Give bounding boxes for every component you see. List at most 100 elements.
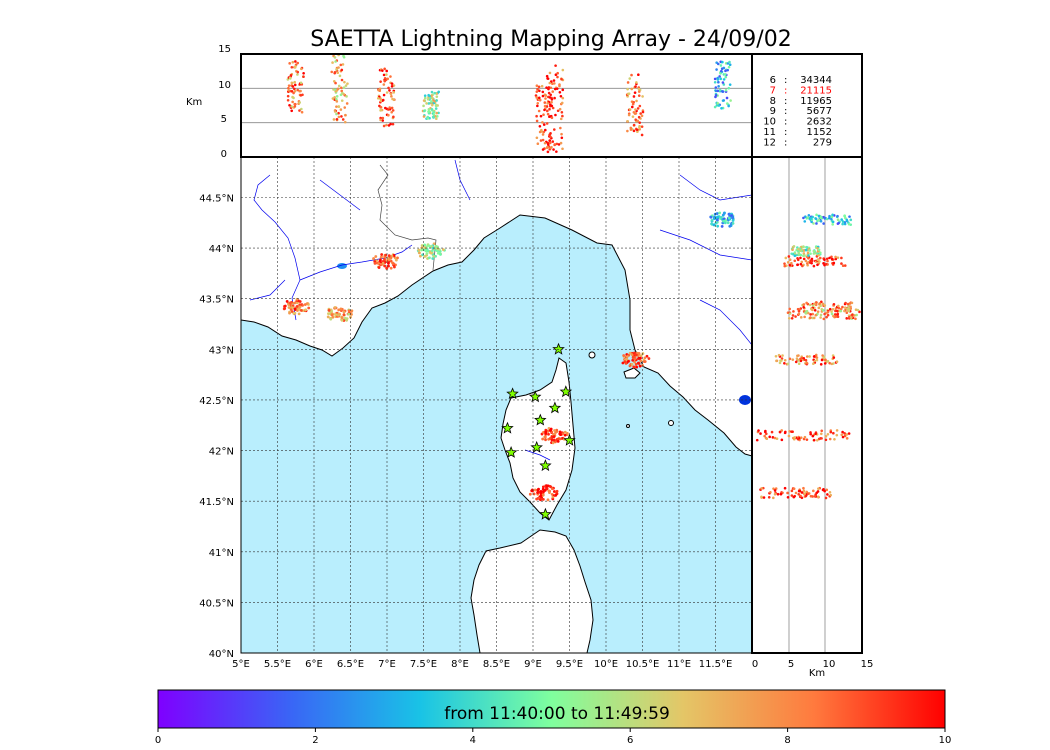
altitude-source-point <box>335 105 338 108</box>
altitude-source-point <box>293 89 297 93</box>
side-source-point <box>815 438 819 442</box>
side-panel-frame <box>751 156 863 654</box>
altitude-source-point <box>535 84 539 88</box>
altitude-source-point <box>427 102 431 105</box>
side-source-point <box>805 362 809 365</box>
side-source-point <box>835 360 839 363</box>
lightning-source-point <box>547 427 551 430</box>
altitude-source-point <box>430 90 434 94</box>
lightning-source-point <box>426 249 430 253</box>
side-lightning-clusters <box>755 213 861 500</box>
altitude-source-point <box>427 110 430 113</box>
lightning-source-point <box>298 300 302 303</box>
altitude-source-point <box>425 102 428 105</box>
altitude-source-point <box>386 113 390 117</box>
altitude-source-point <box>637 94 641 97</box>
altitude-source-point <box>641 110 645 114</box>
lightning-source-point <box>303 303 307 306</box>
side-source-point <box>854 308 858 312</box>
lightning-source-point <box>719 216 723 219</box>
altitude-source-point <box>556 71 559 75</box>
side-source-point <box>841 222 844 226</box>
altitude-source-point <box>545 109 549 113</box>
lightning-source-point <box>630 362 634 366</box>
side-source-point <box>849 218 853 222</box>
source-count-separator: : <box>784 75 787 86</box>
altitude-source-point <box>333 95 336 99</box>
side-source-point <box>786 362 790 366</box>
map-lightning-clusters <box>282 211 735 502</box>
side-source-point <box>802 245 805 249</box>
altitude-source-point <box>550 104 554 108</box>
side-source-point <box>846 307 850 310</box>
side-source-point <box>814 217 818 221</box>
source-count-separator: : <box>784 117 787 128</box>
side-source-point <box>773 436 777 440</box>
altitude-source-point <box>290 109 294 113</box>
altitude-source-point <box>640 125 644 128</box>
side-source-point <box>794 491 798 495</box>
latitude-tick-label: 44.5°N <box>199 193 234 204</box>
side-source-point <box>797 359 800 362</box>
side-source-point <box>807 256 810 260</box>
altitude-source-point <box>343 106 347 109</box>
altitude-source-point <box>551 140 555 143</box>
lightning-source-point <box>631 358 635 362</box>
altitude-source-point <box>301 93 304 97</box>
latitude-tick-label: 40°N <box>209 649 234 660</box>
altitude-source-point <box>288 77 292 80</box>
side-source-point <box>797 309 801 313</box>
altitude-source-point <box>434 107 438 110</box>
lightning-source-point <box>643 356 647 360</box>
lightning-source-point <box>622 354 626 357</box>
altitude-source-point <box>549 86 553 90</box>
altitude-source-point <box>385 91 389 94</box>
side-source-point <box>790 261 793 265</box>
side-source-point <box>792 245 796 248</box>
lightning-source-point <box>633 357 637 361</box>
side-source-point <box>793 436 797 439</box>
side-source-point <box>840 256 843 260</box>
altitude-source-point <box>383 79 387 83</box>
side-source-point <box>812 222 815 225</box>
source-count-label: 10 <box>763 117 776 128</box>
altitude-source-point <box>296 88 300 92</box>
side-source-point <box>843 216 847 220</box>
altitude-source-point <box>383 76 387 80</box>
side-source-point <box>813 359 817 363</box>
lightning-source-point <box>728 224 732 228</box>
altitude-source-point <box>336 87 340 91</box>
side-source-point <box>788 307 791 311</box>
side-source-point <box>828 361 831 365</box>
lightning-source-point <box>546 498 550 502</box>
altitude-source-point <box>343 80 346 84</box>
source-count-value: 34344 <box>800 75 832 86</box>
source-count-value: 1152 <box>807 127 832 138</box>
side-source-point <box>839 307 843 311</box>
lightning-source-point <box>647 357 651 360</box>
lightning-source-point <box>637 352 641 356</box>
altitude-source-point <box>340 86 343 90</box>
side-source-point <box>775 359 778 363</box>
lightning-source-point <box>536 491 539 495</box>
side-source-point <box>811 312 814 316</box>
source-count-value: 21115 <box>800 85 832 96</box>
altitude-source-point <box>543 141 547 145</box>
side-source-point <box>760 487 763 490</box>
colorbar-label: from 11:40:00 to 11:49:59 <box>444 704 670 724</box>
side-source-point <box>837 306 841 310</box>
lightning-source-point <box>556 437 560 441</box>
altitude-source-point <box>392 115 395 119</box>
altitude-source-point <box>337 111 340 115</box>
station-star-marker <box>504 446 518 458</box>
lightning-source-point <box>387 258 391 261</box>
side-source-point <box>817 248 821 251</box>
altitude-source-point <box>422 99 426 102</box>
altitude-source-point <box>288 62 291 65</box>
altitude-source-point <box>294 60 297 63</box>
altitude-source-point <box>640 133 644 137</box>
side-source-point <box>828 256 831 260</box>
altitude-source-point <box>423 109 426 113</box>
lightning-source-point <box>418 254 422 258</box>
altitude-source-point <box>545 86 548 89</box>
